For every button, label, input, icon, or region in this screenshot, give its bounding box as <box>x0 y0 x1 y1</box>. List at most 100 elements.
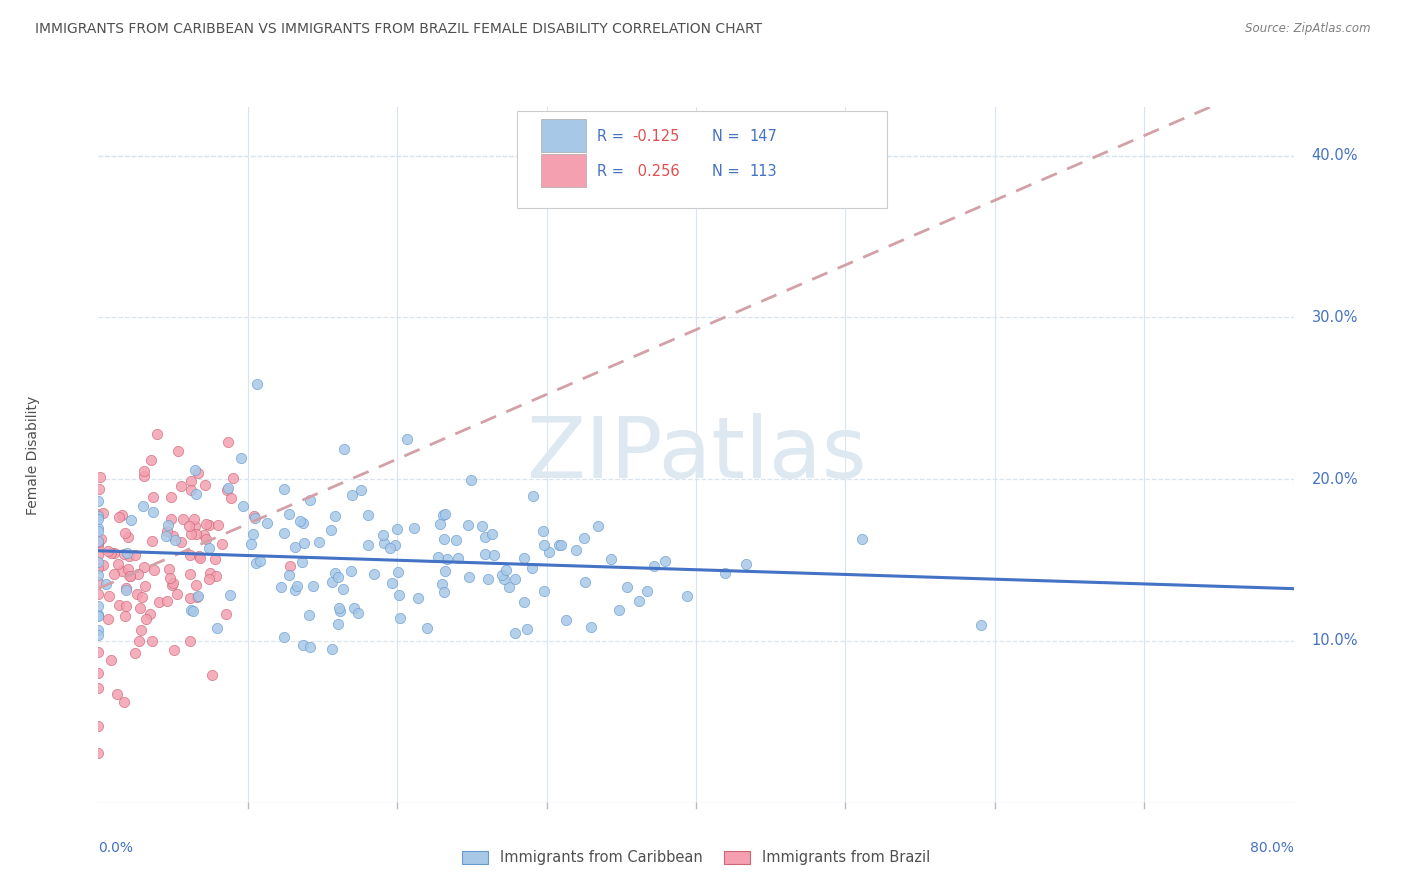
Point <box>332 442 354 456</box>
Point <box>100 653 122 667</box>
Point <box>381 576 404 591</box>
Point <box>89 483 111 497</box>
Point <box>87 534 110 549</box>
Point <box>346 606 368 620</box>
Point <box>554 613 576 627</box>
Point <box>139 607 162 621</box>
Point <box>184 463 207 477</box>
Point <box>273 525 295 540</box>
Point <box>186 487 208 501</box>
Point <box>215 483 238 498</box>
Point <box>162 529 184 543</box>
Point <box>115 583 138 598</box>
Point <box>195 517 218 532</box>
Point <box>284 583 307 598</box>
Point <box>125 587 148 601</box>
Point <box>111 508 134 522</box>
Point <box>184 518 207 533</box>
Point <box>177 519 200 533</box>
Point <box>246 376 269 391</box>
Point <box>124 647 146 661</box>
Point <box>186 578 208 592</box>
Point <box>190 551 212 566</box>
Point <box>180 483 202 497</box>
Point <box>129 600 152 615</box>
Point <box>127 566 149 581</box>
Point <box>87 587 110 601</box>
Point <box>132 560 155 574</box>
Text: 10.0%: 10.0% <box>1312 633 1358 648</box>
Point <box>222 471 245 485</box>
Point <box>245 511 267 525</box>
Point <box>87 494 110 508</box>
Point <box>221 491 243 506</box>
Point <box>170 479 193 493</box>
Point <box>243 509 266 524</box>
Point <box>134 579 156 593</box>
Point <box>215 607 238 621</box>
Point <box>118 549 141 563</box>
Point <box>87 599 110 614</box>
Point <box>326 616 349 631</box>
Point <box>135 612 157 626</box>
Point <box>160 512 183 526</box>
Point <box>321 575 343 590</box>
Point <box>363 567 385 582</box>
Point <box>433 585 456 599</box>
Point <box>89 469 111 483</box>
Point <box>112 547 135 561</box>
Point <box>87 575 110 590</box>
Point <box>91 506 114 520</box>
Point <box>457 570 479 584</box>
Point <box>87 567 110 582</box>
Point <box>103 546 125 560</box>
Point <box>132 500 155 514</box>
Point <box>120 569 142 583</box>
Point <box>146 427 169 442</box>
FancyBboxPatch shape <box>517 111 887 208</box>
Point <box>654 554 676 568</box>
Point <box>211 537 233 551</box>
Point <box>183 512 205 526</box>
Text: 80.0%: 80.0% <box>1250 841 1294 855</box>
Point <box>117 562 139 576</box>
Point <box>548 538 571 552</box>
Point <box>385 522 408 536</box>
Point <box>434 564 457 578</box>
Point <box>643 559 665 574</box>
Point <box>87 747 110 761</box>
Point <box>115 581 138 595</box>
Point <box>292 638 315 652</box>
Point <box>404 521 426 535</box>
Point <box>217 481 239 495</box>
Point <box>217 435 239 450</box>
Point <box>550 538 572 552</box>
Point <box>115 599 138 613</box>
Text: Source: ZipAtlas.com: Source: ZipAtlas.com <box>1246 22 1371 36</box>
Point <box>87 681 110 695</box>
Point <box>187 589 209 603</box>
Text: 113: 113 <box>749 164 778 179</box>
Point <box>319 523 342 537</box>
Point <box>148 595 170 609</box>
Text: N =: N = <box>711 164 744 179</box>
Point <box>240 536 263 550</box>
Point <box>218 588 240 602</box>
Point <box>416 621 439 635</box>
Point <box>105 687 128 701</box>
Point <box>256 516 278 530</box>
Point <box>142 505 165 519</box>
Point <box>107 558 129 572</box>
Point <box>533 584 555 599</box>
Point <box>273 482 295 496</box>
Point <box>157 562 180 576</box>
Text: N =: N = <box>711 129 744 145</box>
Point <box>172 512 194 526</box>
Point <box>229 451 252 466</box>
Point <box>87 665 110 680</box>
Point <box>484 548 506 562</box>
Text: R =: R = <box>596 129 628 145</box>
Point <box>288 514 311 528</box>
Point <box>328 601 350 615</box>
Point <box>273 630 295 644</box>
